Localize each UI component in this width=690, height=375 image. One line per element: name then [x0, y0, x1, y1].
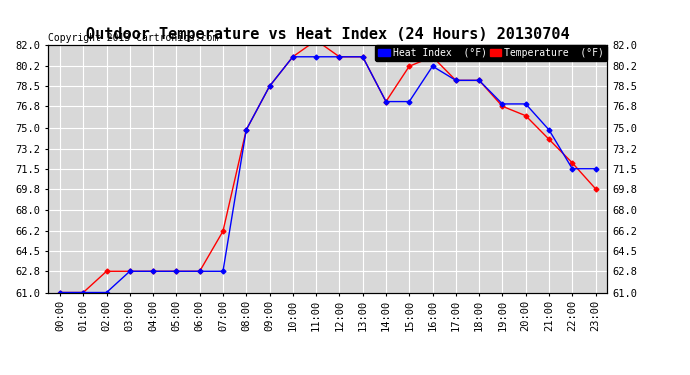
Text: Copyright 2013 Cartronics.com: Copyright 2013 Cartronics.com	[48, 33, 219, 42]
Title: Outdoor Temperature vs Heat Index (24 Hours) 20130704: Outdoor Temperature vs Heat Index (24 Ho…	[86, 27, 569, 42]
Legend: Heat Index  (°F), Temperature  (°F): Heat Index (°F), Temperature (°F)	[375, 45, 607, 61]
